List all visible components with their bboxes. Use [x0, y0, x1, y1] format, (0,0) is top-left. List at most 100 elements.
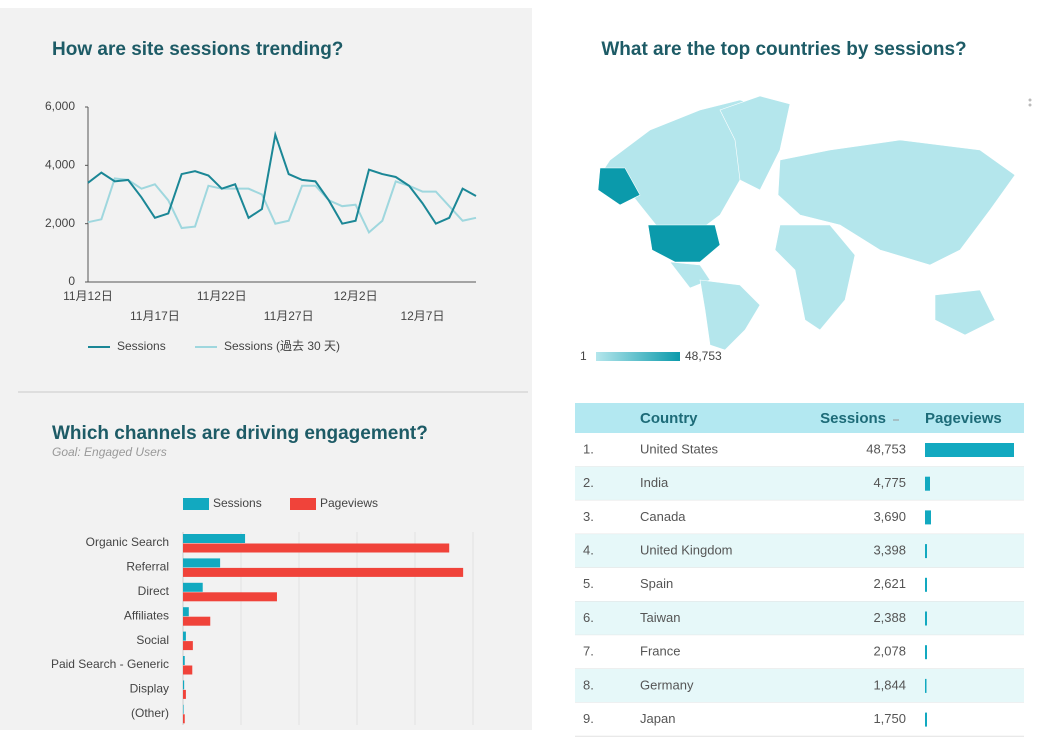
- sessions: 48,753: [866, 441, 906, 456]
- table-row: [575, 500, 1024, 535]
- legend-swatch: [183, 498, 209, 510]
- country: France: [640, 644, 680, 659]
- x-tick-label: 11月12日: [63, 289, 113, 303]
- chart-title: Which channels are driving engagement?: [52, 423, 428, 444]
- category-label: Social: [136, 633, 169, 647]
- pageview-bar: [925, 678, 927, 693]
- rank: 4.: [583, 543, 594, 558]
- sessions: 1,750: [873, 711, 906, 726]
- rank: 8.: [583, 677, 594, 692]
- eurasia: [777, 139, 1016, 266]
- bar: [183, 704, 184, 714]
- y-tick-label: 2,000: [45, 216, 75, 230]
- bar: [183, 607, 189, 617]
- legend-min: 1: [580, 349, 587, 363]
- bar: [183, 616, 211, 626]
- africa: [774, 224, 856, 331]
- country: India: [640, 475, 669, 490]
- table-row: [575, 668, 1024, 703]
- pageview-bar: [925, 510, 931, 525]
- table-row: [575, 567, 1024, 602]
- table-row: [575, 466, 1024, 501]
- bar: [183, 631, 186, 641]
- category-label: Display: [130, 682, 169, 696]
- sessions: 2,388: [873, 610, 906, 625]
- pageview-bar: [925, 611, 927, 626]
- country: Canada: [640, 509, 686, 524]
- pageview-bar: [925, 712, 927, 727]
- x-tick-label: 11月22日: [197, 289, 247, 303]
- pageview-bar: [925, 645, 927, 660]
- australia: [934, 289, 996, 336]
- menu-dot: [1028, 103, 1032, 107]
- country: United Kingdom: [640, 543, 733, 558]
- table-row: [575, 534, 1024, 568]
- bar: [183, 592, 277, 602]
- bar: [183, 665, 193, 675]
- category-label: (Other): [131, 706, 169, 720]
- sessions: 4,775: [873, 475, 906, 490]
- y-tick-label: 4,000: [45, 158, 75, 172]
- column-header: Country: [640, 410, 698, 427]
- greenland: [719, 95, 791, 191]
- legend-max: 48,753: [685, 349, 722, 363]
- rank: 5.: [583, 576, 594, 591]
- legend-label: Sessions (過去 30 天): [224, 339, 340, 353]
- rank: 3.: [583, 509, 594, 524]
- rank: 6.: [583, 610, 594, 625]
- x-tick-label: 12月7日: [400, 309, 444, 323]
- country: Taiwan: [640, 610, 680, 625]
- category-label: Affiliates: [124, 608, 169, 622]
- bar: [183, 543, 450, 553]
- column-header: Pageviews: [925, 410, 1002, 427]
- sessions: 3,690: [873, 509, 906, 524]
- table-row: [575, 601, 1024, 636]
- table-row: [575, 702, 1024, 737]
- bar: [183, 714, 185, 724]
- rank: 9.: [583, 711, 594, 726]
- y-tick-label: 0: [68, 274, 75, 288]
- category-label: Direct: [138, 584, 170, 598]
- country: United States: [640, 441, 719, 456]
- bar: [183, 567, 464, 577]
- line-series: [87, 130, 477, 225]
- left-panel: [0, 8, 532, 730]
- south-america: [699, 279, 761, 351]
- country: Spain: [640, 576, 673, 591]
- country: Japan: [640, 711, 675, 726]
- table-header: [575, 403, 1024, 433]
- legend-label: Pageviews: [320, 496, 378, 510]
- x-tick-label: 12月2日: [334, 289, 378, 303]
- rank: 1.: [583, 441, 594, 456]
- pageview-bar: [925, 544, 927, 559]
- usa: [647, 224, 721, 263]
- pageview-bar: [925, 577, 927, 592]
- column-header: Sessions: [820, 410, 886, 427]
- rank: 7.: [583, 644, 594, 659]
- alaska: [597, 167, 641, 206]
- chart-subtitle: Goal: Engaged Users: [52, 445, 167, 459]
- category-label: Referral: [126, 560, 169, 574]
- pageview-bar: [925, 443, 1014, 457]
- bar: [183, 689, 186, 699]
- sessions: 2,078: [873, 644, 906, 659]
- legend-swatch: [290, 498, 316, 510]
- sessions: 1,844: [873, 677, 906, 692]
- table-row: [575, 635, 1024, 669]
- rank: 2.: [583, 475, 594, 490]
- category-label: Paid Search - Generic: [51, 657, 169, 671]
- bar: [183, 558, 221, 568]
- pageview-bar: [925, 476, 930, 491]
- legend-label: Sessions: [213, 496, 262, 510]
- bar: [183, 656, 185, 665]
- chart-title: What are the top countries by sessions?: [601, 39, 966, 60]
- sessions: 3,398: [873, 543, 906, 558]
- legend-gradient: [596, 352, 680, 361]
- bar: [183, 641, 193, 651]
- bar: [183, 582, 203, 592]
- legend-label: Sessions: [117, 339, 166, 353]
- chart-title: How are site sessions trending?: [52, 39, 343, 60]
- category-label: Organic Search: [86, 535, 169, 549]
- world-map: [597, 95, 1032, 351]
